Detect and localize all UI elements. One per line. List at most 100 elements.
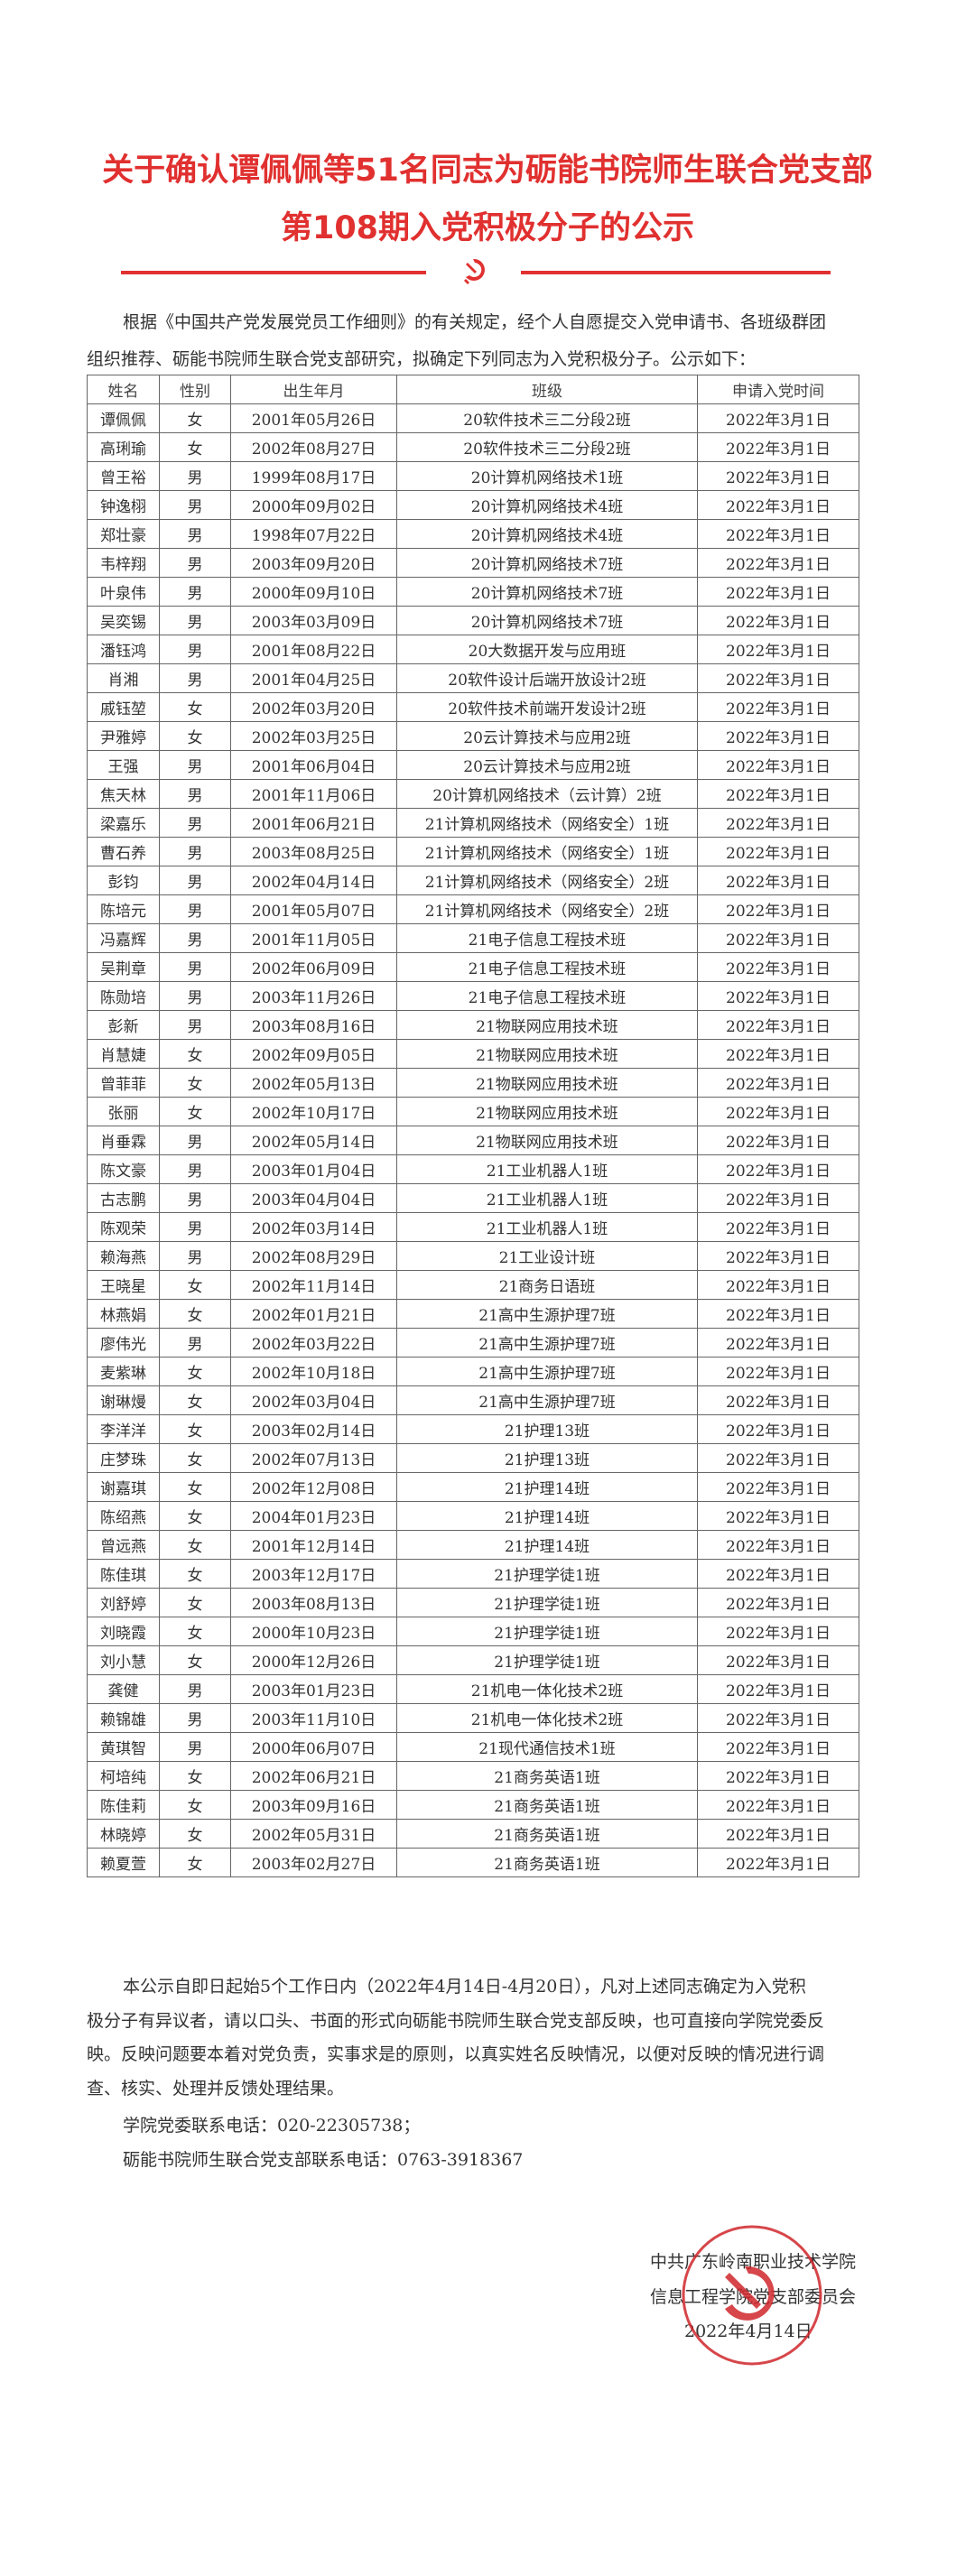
cell-gender: 女 [159, 432, 231, 462]
cell-birth-date: 2003年09月20日 [230, 548, 397, 578]
cell-birth-date: 2003年11月26日 [230, 981, 397, 1011]
cell-name: 李洋洋 [87, 1414, 160, 1444]
cell-gender: 男 [159, 1674, 231, 1704]
cell-gender: 女 [159, 1819, 231, 1849]
cell-application-date: 2022年3月1日 [697, 837, 859, 866]
table-row: 陈绍燕女 2004年01月23日 21护理14班 2022年3月1日 [87, 1501, 859, 1531]
cell-birth-date: 2003年02月27日 [230, 1848, 397, 1877]
cell-name: 麦紫琳 [87, 1357, 160, 1386]
cell-name: 古志鹏 [87, 1183, 160, 1213]
cell-birth-date: 2002年05月14日 [230, 1126, 397, 1155]
cell-gender: 男 [159, 1328, 231, 1357]
table-row: 王晓星女 2002年11月14日 21商务日语班 2022年3月1日 [87, 1270, 859, 1300]
cell-name: 陈绍燕 [87, 1501, 160, 1531]
cell-class: 21商务英语1班 [396, 1848, 698, 1877]
cell-application-date: 2022年3月1日 [697, 548, 859, 578]
cell-birth-date: 2003年03月09日 [230, 606, 397, 635]
cell-birth-date: 2002年10月18日 [230, 1357, 397, 1386]
cell-gender: 女 [159, 721, 231, 751]
cell-birth-date: 2001年04月25日 [230, 663, 397, 693]
cell-gender: 男 [159, 808, 231, 838]
cell-birth-date: 2002年08月29日 [230, 1241, 397, 1271]
cell-name: 钟逸栩 [87, 490, 160, 520]
cell-application-date: 2022年3月1日 [697, 1068, 859, 1098]
cell-name: 曾远燕 [87, 1530, 160, 1560]
divider-left [121, 271, 426, 274]
cell-birth-date: 2001年05月26日 [230, 403, 397, 433]
table-row: 刘小慧女 2000年12月26日 21护理学徒1班 2022年3月1日 [87, 1645, 859, 1675]
cell-application-date: 2022年3月1日 [697, 1241, 859, 1271]
cell-birth-date: 2000年12月26日 [230, 1645, 397, 1675]
cell-name: 谢琳熳 [87, 1385, 160, 1415]
divider-right [521, 271, 831, 274]
cell-class: 21计算机网络技术（网络安全）1班 [396, 808, 698, 838]
cell-application-date: 2022年3月1日 [697, 894, 859, 924]
cell-birth-date: 2001年06月04日 [230, 750, 397, 780]
cell-name: 郑壮豪 [87, 519, 160, 549]
cell-class: 21商务英语1班 [396, 1819, 698, 1849]
cell-class: 21物联网应用技术班 [396, 1010, 698, 1040]
table-row: 戚钰堃女 2002年03月20日 20软件技术前端开发设计2班 2022年3月1日 [87, 692, 859, 722]
cell-birth-date: 2001年05月07日 [230, 894, 397, 924]
cell-class: 21护理学徒1班 [396, 1645, 698, 1675]
cell-application-date: 2022年3月1日 [697, 1097, 859, 1126]
cell-gender: 男 [159, 894, 231, 924]
cell-gender: 女 [159, 1068, 231, 1098]
cell-class: 21工业机器人1班 [396, 1154, 698, 1184]
candidate-table: 姓名 性别 出生年月 班级 申请入党时间 谭佩佩女 2001年05月26日 20软件… [87, 375, 859, 1877]
cell-class: 21电子信息工程技术班 [396, 923, 698, 953]
cell-gender: 男 [159, 1212, 231, 1242]
cell-application-date: 2022年3月1日 [697, 1819, 859, 1849]
cell-class: 21高中生源护理7班 [396, 1385, 698, 1415]
cell-gender: 男 [159, 548, 231, 578]
cell-birth-date: 2000年09月02日 [230, 490, 397, 520]
table-row: 韦梓翔男 2003年09月20日 20计算机网络技术7班 2022年3月1日 [87, 548, 859, 578]
table-row: 麦紫琳女 2002年10月18日 21高中生源护理7班 2022年3月1日 [87, 1357, 859, 1386]
cell-name: 赖锦雄 [87, 1703, 160, 1733]
cell-name: 谢嘉琪 [87, 1472, 160, 1502]
cell-name: 陈勋培 [87, 981, 160, 1011]
table-row: 肖慧婕女 2002年09月05日 21物联网应用技术班 2022年3月1日 [87, 1039, 859, 1069]
table-row: 吴荆章男 2002年06月09日 21电子信息工程技术班 2022年3月1日 [87, 952, 859, 982]
official-seal-stamp [682, 2225, 822, 2366]
cell-name: 廖伟光 [87, 1328, 160, 1357]
cell-name: 彭钧 [87, 866, 160, 895]
notice-line-1: 本公示自即日起始5个工作日内（2022年4月14日-4月20日），凡对上述同志确… [123, 1977, 806, 1997]
table-row: 柯培纯女 2002年06月21日 21商务英语1班 2022年3月1日 [87, 1761, 859, 1791]
cell-application-date: 2022年3月1日 [697, 577, 859, 607]
cell-gender: 女 [159, 1270, 231, 1300]
cell-class: 20计算机网络技术4班 [396, 519, 698, 549]
cell-class: 21工业设计班 [396, 1241, 698, 1271]
cell-name: 肖慧婕 [87, 1039, 160, 1069]
cell-gender: 女 [159, 1530, 231, 1560]
cell-application-date: 2022年3月1日 [697, 808, 859, 838]
cell-gender: 男 [159, 1241, 231, 1271]
cell-application-date: 2022年3月1日 [697, 981, 859, 1011]
cell-birth-date: 1998年07月22日 [230, 519, 397, 549]
cell-class: 21电子信息工程技术班 [396, 952, 698, 982]
table-row: 尹雅婷女 2002年03月25日 20云计算技术与应用2班 2022年3月1日 [87, 721, 859, 751]
cell-birth-date: 2000年10月23日 [230, 1617, 397, 1646]
cell-application-date: 2022年3月1日 [697, 519, 859, 549]
cell-gender: 男 [159, 837, 231, 866]
cell-class: 21物联网应用技术班 [396, 1126, 698, 1155]
cell-name: 韦梓翔 [87, 548, 160, 578]
intro-line-2: 组织推荐、砺能书院师生联合党支部研究，拟确定下列同志为入党积极分子。公示如下： [87, 349, 757, 369]
header-gender: 性别 [159, 375, 231, 404]
cell-birth-date: 2003年08月25日 [230, 837, 397, 866]
cell-gender: 女 [159, 1790, 231, 1820]
cell-name: 陈观荣 [87, 1212, 160, 1242]
cell-name: 黄琪智 [87, 1732, 160, 1762]
cell-birth-date: 2002年04月14日 [230, 866, 397, 895]
cell-birth-date: 2004年01月23日 [230, 1501, 397, 1531]
cell-birth-date: 2003年02月14日 [230, 1414, 397, 1444]
cell-application-date: 2022年3月1日 [697, 403, 859, 433]
cell-name: 龚健 [87, 1674, 160, 1704]
cell-name: 高琍瑜 [87, 432, 160, 462]
table-row: 陈文豪男 2003年01月04日 21工业机器人1班 2022年3月1日 [87, 1154, 859, 1184]
table-row: 谭佩佩女 2001年05月26日 20软件技术三二分段2班 2022年3月1日 [87, 403, 859, 433]
party-emblem-icon [464, 258, 485, 284]
cell-gender: 女 [159, 1617, 231, 1646]
cell-class: 20计算机网络技术7班 [396, 548, 698, 578]
cell-gender: 女 [159, 403, 231, 433]
